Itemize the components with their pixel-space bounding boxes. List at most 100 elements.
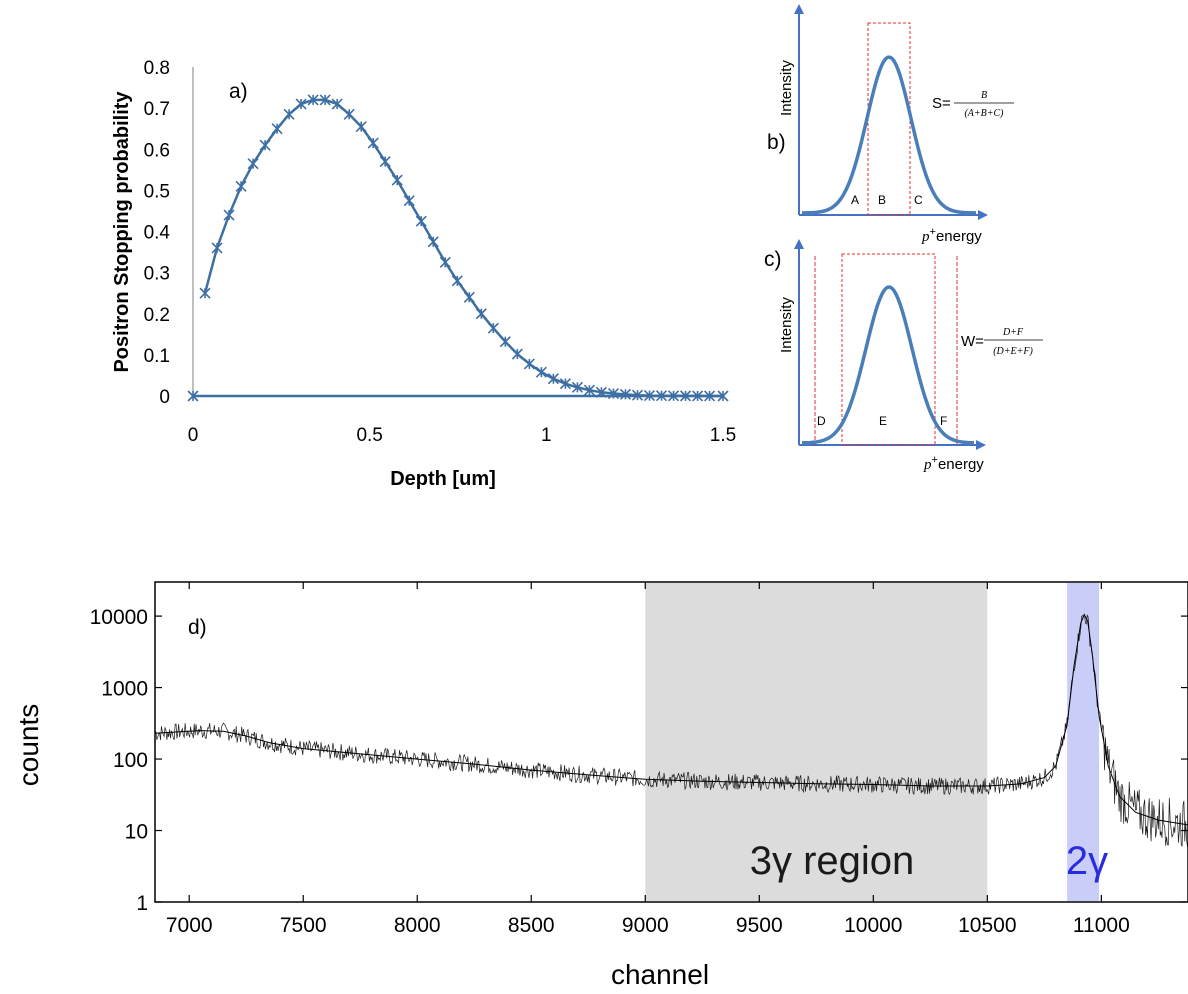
svg-text:D+F: D+F — [1002, 327, 1024, 338]
panel-a-data-point — [367, 137, 379, 149]
svg-text:(A+B+C): (A+B+C) — [964, 108, 1004, 119]
panel-d-y-tick-label: 100 — [113, 749, 148, 772]
panel-a-data-point — [271, 123, 283, 135]
panel-a-data-point — [319, 94, 331, 106]
panel-a-y-tick-labels: 0 0.1 0.2 0.3 0.4 0.5 0.6 0.7 0.8 — [144, 58, 171, 408]
panel-a-data-point — [667, 390, 680, 402]
panel-a-data-point — [523, 358, 535, 370]
panel-a-x-axis-title: Depth [um] — [390, 468, 496, 490]
panel-c-y-arrowhead — [794, 239, 804, 249]
panel-d-x-tick-label: 10500 — [958, 914, 1016, 937]
panel-d-x-ticks: 7000 7500 8000 8500 9000 9500 10000 10500 11000 — [166, 582, 1130, 937]
panel-a-data-point — [427, 236, 439, 248]
panel-d-x-tick-label: 7000 — [166, 914, 213, 937]
panel-a-stopping-curve — [203, 98, 723, 398]
panel-d-3gamma-label: 3γ region — [750, 839, 915, 883]
panel-a-chart: 0 0.1 0.2 0.3 0.4 0.5 0.6 0.7 0.8 0 0.5 1 1.5 a) De… — [111, 58, 736, 490]
panel-a-x-tick-labels: 0 0.5 1 1.5 — [188, 425, 737, 446]
panel-c-label: c) — [764, 248, 782, 271]
panel-c-diagram: Intensity c) D E F p+energy W= D+F (D+E+… — [764, 239, 1043, 473]
panel-a-data-point — [247, 158, 259, 170]
panel-a-data-point — [439, 256, 451, 268]
panel-a-data-point — [655, 390, 668, 402]
svg-text:B: B — [981, 90, 987, 101]
panel-a-data-point — [343, 108, 355, 120]
panel-d-y-tick-label: 10 — [125, 821, 148, 844]
panel-b-y-title: Intensity — [778, 60, 795, 116]
panel-b-formula: S= B (A+B+C) — [932, 90, 1014, 119]
panel-a-data-point — [463, 291, 475, 303]
panel-d-y-tick-label: 10000 — [90, 606, 148, 629]
panel-a-data-point — [643, 390, 656, 402]
panel-a-y-tick-label: 0 — [159, 387, 170, 408]
panel-a-data-point — [403, 195, 415, 207]
panel-a-y-tick-label: 0.1 — [144, 346, 170, 367]
panel-a-x-tick-label: 0 — [188, 425, 199, 446]
panel-d-y-axis-title: counts — [13, 704, 44, 787]
panel-d-3gamma-region — [645, 583, 988, 901]
panel-b-region-c: C — [914, 193, 923, 207]
panel-d-spectrum-line — [154, 613, 1188, 826]
panel-d-spectrum-chart: 1 10 100 1000 10000 7000 7500 8000 8500 9000 9500… — [13, 581, 1188, 990]
panel-d-spectrum-noise — [154, 613, 1188, 848]
svg-text:W=: W= — [961, 333, 984, 350]
panel-c-region-f: F — [940, 414, 947, 428]
panel-b-region-b-box — [867, 22, 911, 216]
panel-a-label: a) — [229, 80, 248, 103]
panel-a-data-point — [691, 390, 704, 402]
panel-d-label: d) — [188, 616, 207, 639]
panel-c-region-d: D — [817, 414, 826, 428]
panel-c-x-arrowhead — [976, 440, 986, 450]
panel-d-x-tick-label: 11000 — [1073, 914, 1130, 937]
panel-b-x-title: p+energy — [921, 226, 982, 245]
panel-a-x-tick-label: 1.5 — [710, 425, 736, 446]
panel-a-data-point — [499, 336, 511, 348]
panel-a-data-point — [283, 108, 295, 120]
panel-a-data-point — [331, 98, 343, 110]
panel-b-x-arrowhead — [978, 210, 988, 220]
panel-a-data-point — [235, 180, 247, 192]
panel-a-y-tick-label: 0.2 — [144, 305, 170, 326]
panel-a-y-axis-title: Positron Stopping probability — [111, 91, 133, 373]
panel-a-x-tick-label: 1 — [541, 425, 552, 446]
panel-c-region-e: E — [879, 414, 887, 428]
panel-a-data-point — [547, 373, 559, 385]
panel-a-data-point — [259, 139, 271, 151]
panel-c-formula: W= D+F (D+E+F) — [961, 327, 1043, 357]
panel-d-2gamma-region — [1067, 583, 1100, 901]
panel-a-data-point — [223, 209, 235, 221]
panel-d-y-ticks: 1 10 100 1000 10000 — [90, 606, 1188, 915]
panel-a-data-point — [607, 387, 620, 400]
panel-d-plot-frame — [154, 581, 1188, 903]
panel-c-region-e-box — [841, 253, 936, 446]
panel-a-data-point — [571, 381, 583, 393]
panel-a-y-tick-label: 0.3 — [144, 264, 170, 285]
panel-a-data-point — [451, 275, 463, 287]
panel-b-diagram: Intensity b) A B C p+energy S= B (A+B+C) — [767, 4, 1014, 245]
panel-b-y-arrowhead — [794, 4, 804, 14]
panel-a-data-point — [307, 94, 319, 106]
panel-a-data-point — [679, 390, 692, 402]
panel-d-x-axis-title: channel — [611, 959, 709, 990]
panel-a-data-point — [187, 390, 199, 402]
svg-text:S=: S= — [932, 95, 951, 112]
panel-d-y-tick-label: 1000 — [101, 678, 148, 701]
panel-a-data-point — [583, 384, 596, 396]
panel-a-data-point — [535, 366, 547, 378]
panel-c-y-title: Intensity — [778, 297, 795, 353]
panel-a-data-point — [391, 174, 403, 186]
panel-a-data-point — [415, 215, 427, 227]
panel-d-2gamma-label: 2γ — [1066, 839, 1108, 883]
panel-b-region-b: B — [878, 193, 886, 207]
panel-a-data-point — [717, 390, 729, 402]
panel-a-data-point — [379, 156, 391, 168]
panel-a-y-tick-label: 0.8 — [144, 58, 170, 79]
panel-d-x-tick-label: 9500 — [736, 914, 783, 937]
panel-d-x-tick-label: 8000 — [394, 914, 441, 937]
panel-a-data-point — [511, 348, 523, 360]
panel-b-label: b) — [767, 131, 786, 154]
panel-a-y-tick-label: 0.4 — [144, 223, 171, 244]
svg-text:(D+E+F): (D+E+F) — [993, 346, 1033, 357]
panel-a-y-tick-label: 0.7 — [144, 99, 170, 120]
